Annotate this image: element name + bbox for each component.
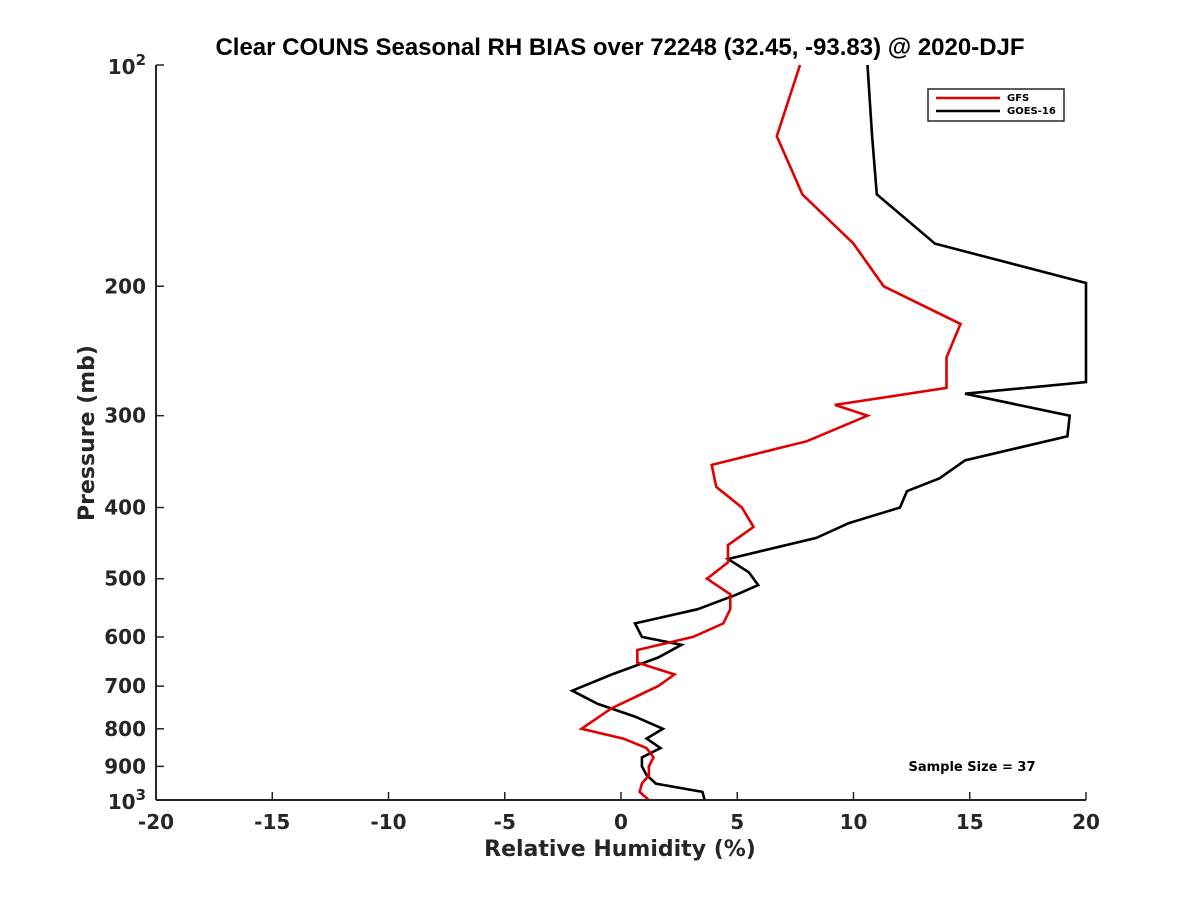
- series-line-goes16: [569, 64, 1088, 800]
- legend: GFS GOES-16: [927, 88, 1065, 122]
- y-tick-label: 200: [104, 274, 146, 298]
- legend-box: [927, 88, 1065, 122]
- legend-label-goes16: GOES-16: [1007, 106, 1056, 117]
- y-tick-label: 300: [104, 404, 146, 428]
- y-tick-label: 102: [108, 51, 146, 79]
- y-tick-label: 700: [104, 674, 146, 698]
- y-tick-label: 600: [104, 625, 146, 649]
- series-layer: [569, 64, 1088, 800]
- y-tick-label: 800: [104, 717, 146, 741]
- y-tick-label: 103: [108, 786, 146, 814]
- y-tick-label: 500: [104, 567, 146, 591]
- x-tick-label: 0: [614, 810, 628, 834]
- x-tick-label: 20: [1072, 810, 1100, 834]
- y-tick-label: 400: [104, 496, 146, 520]
- sample-size-note: Sample Size = 37: [908, 760, 1035, 775]
- y-tick-label: 900: [104, 754, 146, 778]
- x-tick-label: -15: [254, 810, 290, 834]
- y-axis-label: Pressure (mb): [75, 345, 100, 521]
- x-tick-label: -5: [494, 810, 516, 834]
- legend-label-gfs: GFS: [1007, 93, 1029, 104]
- x-tick-label: 15: [956, 810, 984, 834]
- x-tick-label: 10: [840, 810, 868, 834]
- x-tick-label: 5: [730, 810, 744, 834]
- x-tick-label: -10: [370, 810, 406, 834]
- x-axis-ticks: -20 -15 -10 -5 0 5 10 15 20: [138, 792, 1100, 834]
- chart-title: Clear COUNS Seasonal RH BIAS over 72248 …: [215, 34, 1024, 61]
- x-tick-label: -20: [138, 810, 174, 834]
- y-axis-ticks: 102 200 300 400 500 600 700 800 900 103: [104, 51, 164, 814]
- series-line-gfs: [578, 64, 963, 800]
- x-axis-label: Relative Humidity (%): [484, 837, 756, 862]
